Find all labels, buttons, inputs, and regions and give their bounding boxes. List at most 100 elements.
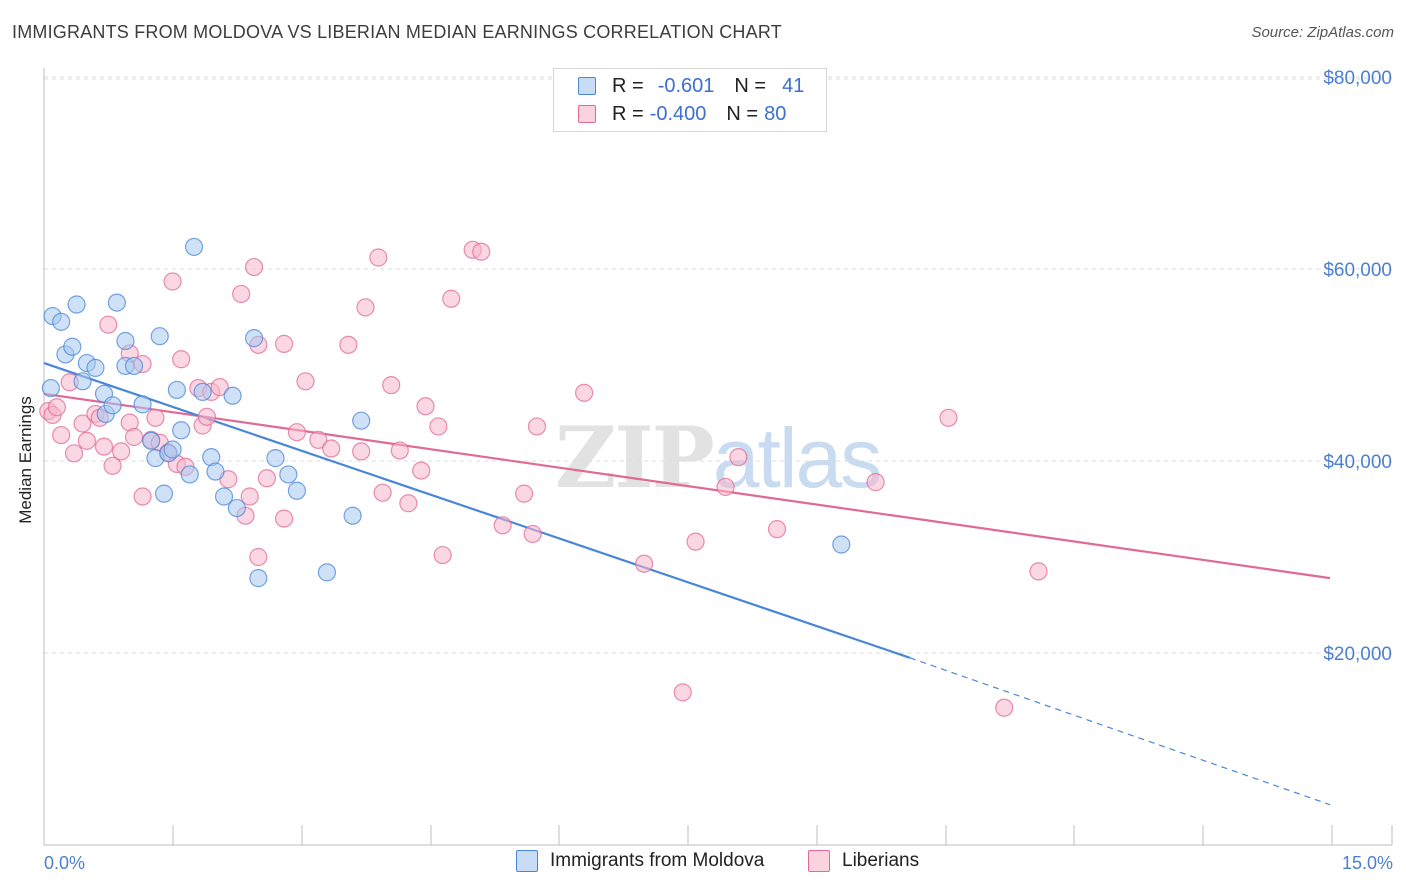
liberian-point xyxy=(939,408,958,427)
liberian-point xyxy=(412,461,431,480)
liberian-point xyxy=(635,554,654,573)
stats-row-moldova: R = -0.601 N = 41 xyxy=(578,73,804,99)
zipatlas-watermark: ZIPatlas xyxy=(555,408,882,507)
liberian-point xyxy=(373,483,392,502)
moldova-point xyxy=(317,563,337,582)
r-value: -0.400 xyxy=(649,102,707,125)
n-label: N = xyxy=(726,102,759,125)
moldova-point xyxy=(103,396,122,415)
correlation-stats-box: R = -0.601 N = 41 R = -0.400 N = 80 xyxy=(553,68,827,132)
y-tick-label: $80,000 xyxy=(1323,68,1392,89)
liberian-point xyxy=(369,248,388,267)
x-tick-label: 0.0% xyxy=(44,853,85,873)
n-label: N = xyxy=(734,74,767,97)
liberian-point xyxy=(575,383,594,402)
r-label: R = xyxy=(612,74,644,97)
legend-label-moldova: Immigrants from Moldova xyxy=(550,850,765,871)
moldova-point xyxy=(279,465,298,484)
liberian-point xyxy=(257,469,277,488)
moldova-point xyxy=(133,395,152,414)
liberian-point xyxy=(729,448,748,467)
moldova-point xyxy=(249,569,268,588)
liberian-point xyxy=(274,509,294,528)
moldova-swatch xyxy=(578,77,596,95)
moldova-point xyxy=(167,380,186,400)
liberian-point xyxy=(429,417,448,436)
legend-item-liberians[interactable]: Liberians xyxy=(808,850,919,872)
moldova-point xyxy=(266,449,285,468)
liberian-point xyxy=(866,473,885,492)
moldova-point xyxy=(180,465,199,484)
liberian-point xyxy=(493,516,512,535)
legend-label-liberians: Liberians xyxy=(842,850,920,871)
moldova-point xyxy=(244,329,264,348)
legend-item-moldova[interactable]: Immigrants from Moldova xyxy=(516,850,764,872)
n-value: 80 xyxy=(764,102,787,125)
liberian-point xyxy=(52,425,71,445)
liberian-point xyxy=(399,494,418,513)
moldova-point xyxy=(124,356,144,376)
liberian-point xyxy=(64,444,84,463)
y-tick-label: $60,000 xyxy=(1323,260,1392,281)
legend-swatch-moldova xyxy=(516,850,538,872)
moldova-point xyxy=(107,293,126,312)
data-points xyxy=(39,237,1048,717)
liberian-point xyxy=(442,289,461,308)
liberian-point xyxy=(287,423,307,442)
liberian-point xyxy=(339,335,358,354)
liberian-point xyxy=(112,442,131,461)
liberian-point xyxy=(472,242,491,261)
liberian-point xyxy=(240,487,259,506)
liberian-point xyxy=(309,430,328,449)
liberian-point xyxy=(527,417,547,436)
liberian-point xyxy=(433,545,452,565)
moldova-point xyxy=(142,431,161,450)
liberian-point xyxy=(232,284,251,304)
moldova-point xyxy=(214,487,234,506)
watermark-zip: ZIP xyxy=(555,408,715,507)
x-tick-label: 15.0% xyxy=(1342,853,1393,873)
liberian-point xyxy=(197,407,216,426)
liberian-point xyxy=(99,315,118,334)
legend-swatch-liberians xyxy=(808,850,830,872)
moldova-point xyxy=(52,312,71,331)
liberian-point xyxy=(47,398,66,417)
moldova-point xyxy=(172,421,191,440)
liberians-swatch xyxy=(578,105,596,123)
moldova-point xyxy=(193,382,212,401)
y-tick-label: $40,000 xyxy=(1323,452,1392,473)
liberian-point xyxy=(686,532,705,551)
liberian-point xyxy=(77,431,96,450)
liberian-point xyxy=(163,272,182,291)
liberian-point xyxy=(356,298,375,317)
liberian-point xyxy=(382,376,401,395)
r-label: R = xyxy=(612,102,644,125)
liberian-point xyxy=(390,441,409,460)
gridlines xyxy=(44,76,1392,654)
chart-legend: Immigrants from Moldova Liberians xyxy=(0,850,1406,880)
liberian-point xyxy=(146,408,165,427)
liberian-point xyxy=(523,524,542,544)
moldova-point xyxy=(154,484,174,503)
liberian-point xyxy=(515,484,534,503)
moldova-point xyxy=(67,295,86,314)
moldova-point xyxy=(206,462,225,481)
liberian-point xyxy=(296,372,315,391)
moldova-point xyxy=(86,358,105,377)
liberian-point xyxy=(1029,562,1048,581)
liberian-point xyxy=(94,437,114,456)
liberian-point xyxy=(249,547,268,567)
n-value: 41 xyxy=(782,74,805,97)
y-tick-label: $20,000 xyxy=(1323,644,1392,665)
source-credit: Source: ZipAtlas.com xyxy=(1251,24,1394,41)
y-axis-label: Median Earnings xyxy=(16,396,35,524)
liberian-point xyxy=(352,442,371,461)
moldova-point xyxy=(73,372,92,391)
axes xyxy=(43,68,1393,846)
liberian-point xyxy=(124,427,144,447)
liberian-point xyxy=(995,698,1014,717)
moldova-point xyxy=(41,378,60,398)
moldova-point xyxy=(287,481,307,500)
moldova-point xyxy=(116,331,135,351)
moldova-point xyxy=(223,386,242,405)
